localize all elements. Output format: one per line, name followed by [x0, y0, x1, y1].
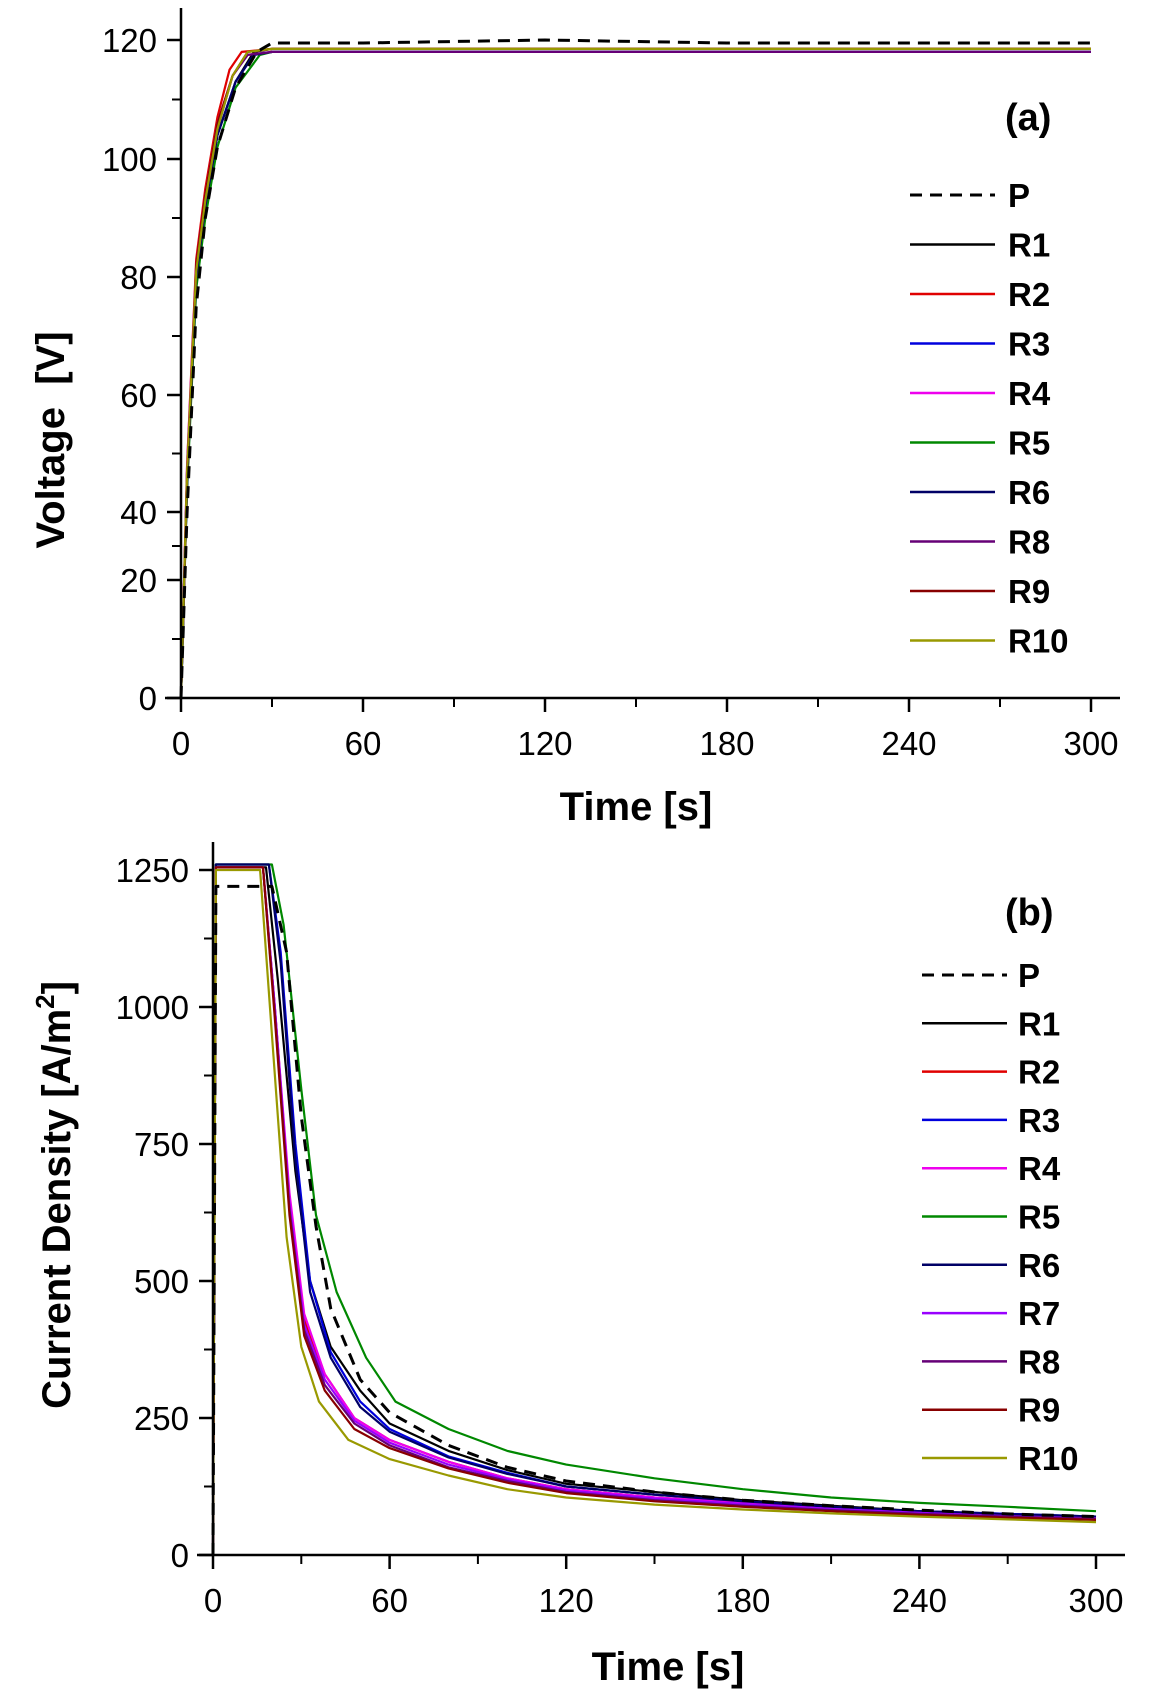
y-tick-label: 120 [102, 22, 157, 59]
series-line-r8 [179, 50, 1091, 699]
y-tick-label: 80 [120, 259, 157, 296]
y-tick-label: 60 [120, 377, 157, 414]
series-line-r5 [211, 863, 1097, 1556]
y-tick-label: 20 [120, 562, 157, 599]
legend-label-r6: R6 [1018, 1247, 1060, 1284]
panel-b-y-axis-title-main: Current Density [A/m [35, 1009, 79, 1409]
series-line-p [179, 38, 1091, 699]
y-tick-label: 1250 [116, 852, 189, 889]
x-tick-label: 180 [699, 725, 754, 762]
panel-a-ticks: 0 60 120 180 240 300 0 20 40 60 80 100 120 [102, 22, 1119, 762]
series-line-r2 [179, 47, 1091, 699]
legend-label-r8: R8 [1008, 524, 1050, 561]
panel-b-y-axis-title: Current Density [A/m2] [30, 981, 79, 1409]
x-tick-label: 300 [1068, 1582, 1123, 1619]
series-line-r4 [211, 866, 1097, 1556]
series-line-r9 [211, 866, 1097, 1556]
panel-b-series [211, 863, 1097, 1556]
series-line-r3 [211, 863, 1097, 1556]
legend-label-r1: R1 [1018, 1005, 1060, 1042]
panel-a-label: (a) [1005, 97, 1051, 139]
series-line-r2 [211, 866, 1097, 1556]
series-line-r10 [211, 868, 1097, 1556]
panel-b-ticks: 0 60 120 180 240 300 0 250 500 750 1000 1250 [116, 852, 1124, 1619]
legend-label-r4: R4 [1018, 1150, 1061, 1187]
legend-label-p: P [1018, 957, 1040, 994]
y-tick-label: 500 [134, 1263, 189, 1300]
x-tick-label: 240 [881, 725, 936, 762]
y-tick-label: 1000 [116, 989, 189, 1026]
legend-label-r10: R10 [1018, 1440, 1079, 1477]
x-tick-label: 0 [204, 1582, 222, 1619]
panel-a-voltage-chart: 0 60 120 180 240 300 0 20 40 60 80 100 120 (a) Time … [29, 8, 1120, 829]
series-line-r3 [179, 50, 1091, 699]
panel-b-legend: P R1 R2 R3 R4 R5 R6 R7 R8 R9 R10 [922, 957, 1079, 1477]
series-line-r5 [179, 50, 1091, 699]
series-line-r6 [179, 50, 1091, 699]
y-tick-label: 0 [139, 680, 157, 717]
x-tick-label: 120 [539, 1582, 594, 1619]
series-line-r1 [211, 866, 1097, 1556]
x-tick-label: 60 [345, 725, 382, 762]
legend-label-r2: R2 [1008, 276, 1050, 313]
legend-label-r5: R5 [1018, 1199, 1060, 1236]
legend-label-r3: R3 [1018, 1102, 1060, 1139]
x-tick-label: 300 [1063, 725, 1118, 762]
series-line-p [211, 884, 1097, 1556]
legend-label-r9: R9 [1008, 573, 1050, 610]
x-tick-label: 60 [371, 1582, 408, 1619]
panel-a-legend: P R1 R2 R3 R4 R5 R6 R8 R9 R10 [910, 177, 1069, 660]
y-tick-label: 750 [134, 1126, 189, 1163]
legend-label-r9: R9 [1018, 1392, 1060, 1429]
legend-label-r2: R2 [1018, 1054, 1060, 1091]
series-line-r6 [211, 863, 1097, 1556]
y-tick-label: 250 [134, 1400, 189, 1437]
legend-label-r1: R1 [1008, 227, 1050, 264]
panel-b-x-axis-title: Time [s] [592, 1645, 745, 1689]
x-tick-label: 180 [715, 1582, 770, 1619]
series-line-r9 [179, 47, 1091, 699]
legend-label-r7: R7 [1018, 1295, 1060, 1332]
legend-label-r8: R8 [1018, 1343, 1060, 1380]
legend-label-r6: R6 [1008, 474, 1050, 511]
x-tick-label: 0 [172, 725, 190, 762]
legend-label-r4: R4 [1008, 375, 1051, 412]
panel-a-series [179, 38, 1091, 699]
legend-label-r3: R3 [1008, 326, 1050, 363]
series-line-r8 [211, 866, 1097, 1556]
panel-a-x-axis-title: Time [s] [560, 785, 713, 829]
y-tick-label: 0 [171, 1537, 189, 1574]
x-tick-label: 120 [517, 725, 572, 762]
legend-label-p: P [1008, 177, 1030, 214]
legend-label-r10: R10 [1008, 623, 1069, 660]
legend-label-r5: R5 [1008, 425, 1050, 462]
panel-b-current-density-chart: 0 60 120 180 240 300 0 250 500 750 1000 1250 (b) Ti… [30, 842, 1125, 1689]
series-line-r7 [211, 866, 1097, 1556]
panel-a-y-axis-title: Voltage [V] [29, 331, 73, 548]
series-line-r1 [179, 47, 1091, 699]
series-line-r10 [179, 47, 1091, 699]
x-tick-label: 240 [892, 1582, 947, 1619]
panel-b-y-axis-title-sup: 2 [30, 994, 60, 1008]
y-tick-label: 100 [102, 141, 157, 178]
panel-b-y-axis-title-end: ] [35, 981, 79, 994]
series-line-r4 [179, 50, 1091, 699]
y-tick-label: 40 [120, 494, 157, 531]
panel-b-label: (b) [1005, 892, 1054, 934]
